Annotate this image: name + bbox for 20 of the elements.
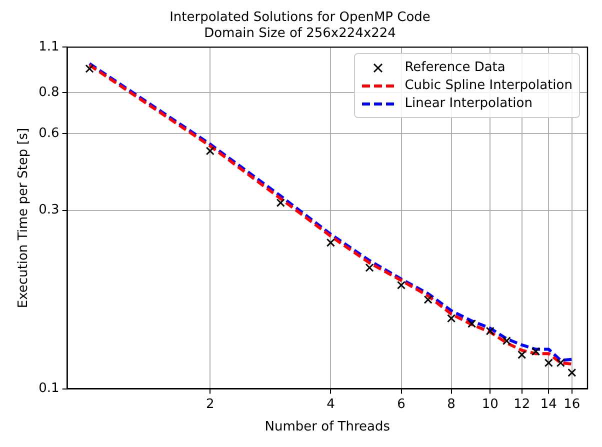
y-axis-title: Execution Time per Step [s] <box>16 128 32 308</box>
y-tick-label: 0.3 <box>38 202 60 218</box>
x-tick-label: 2 <box>206 396 214 412</box>
x-tick-label: 14 <box>540 396 557 412</box>
y-tick-label: 0.1 <box>38 381 60 396</box>
x-tick-label: 6 <box>397 396 406 412</box>
chart-title: Interpolated Solutions for OpenMP Code <box>170 10 430 26</box>
y-tick-label: 1.1 <box>38 40 60 55</box>
x-tick-label: 16 <box>564 396 580 412</box>
legend-label: Cubic Spline Interpolation <box>404 78 572 94</box>
y-tick-label: 0.6 <box>38 126 60 141</box>
x-axis-title: Number of Threads <box>264 420 390 435</box>
y-tick-label: 0.8 <box>38 84 60 100</box>
x-tick-label: 12 <box>514 396 530 412</box>
x-tick-label: 8 <box>447 396 456 412</box>
legend-label: Reference Data <box>404 60 506 76</box>
x-tick-label: 10 <box>482 396 498 412</box>
chart-subtitle: Domain Size of 256x224x224 <box>204 26 396 41</box>
legend-label: Linear Interpolation <box>404 96 532 112</box>
x-tick-label: 4 <box>326 396 335 412</box>
